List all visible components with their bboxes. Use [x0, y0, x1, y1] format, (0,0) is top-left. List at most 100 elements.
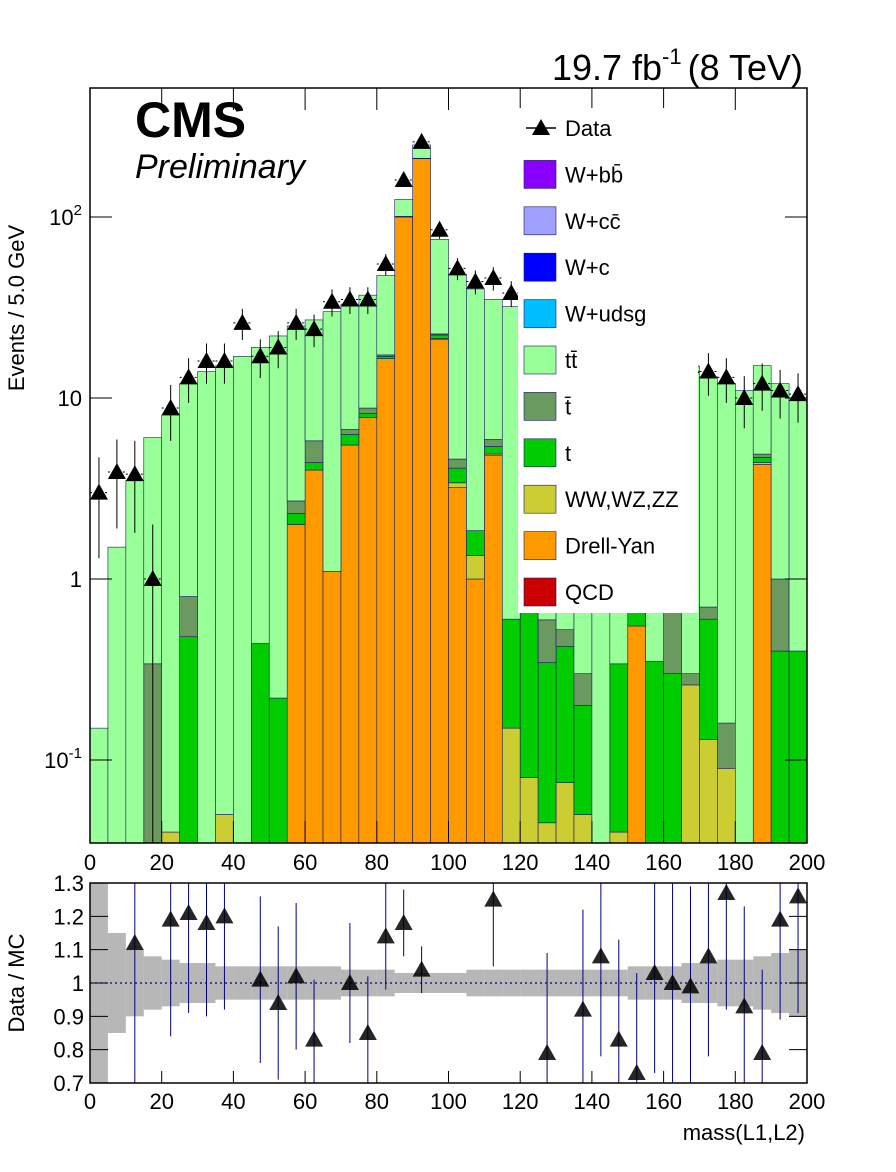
- data-point: [161, 399, 180, 416]
- histogram-bar: [215, 814, 234, 843]
- x-axis-label: mass(L1,L2): [683, 1120, 805, 1145]
- x-tick-label: 100: [430, 850, 467, 875]
- legend-label: Drell-Yan: [565, 534, 655, 559]
- histogram-bar: [286, 500, 306, 514]
- x-tick-label: 60: [293, 850, 317, 875]
- y-tick-label: 0.7: [53, 1071, 84, 1096]
- histogram-bar: [286, 524, 306, 843]
- data-point: [430, 220, 449, 237]
- ratio-point: [394, 914, 413, 930]
- histogram-bar: [770, 650, 790, 843]
- legend-label: Data: [565, 116, 612, 141]
- histogram-bar: [304, 440, 324, 463]
- x-tick-label: 60: [293, 1089, 317, 1114]
- data-point: [287, 313, 306, 330]
- histogram-bar: [466, 555, 485, 580]
- histogram-bar: [448, 467, 467, 484]
- data-point: [269, 338, 288, 355]
- ratio-point: [179, 904, 198, 920]
- histogram-bar: [340, 303, 360, 430]
- histogram-bar: [501, 727, 521, 843]
- histogram-bar: [537, 822, 557, 843]
- y-axis-label: Events / 5.0 GeV: [4, 225, 29, 392]
- ratio-point: [681, 977, 700, 994]
- x-tick-label: 200: [789, 850, 826, 875]
- histogram-bar: [412, 158, 431, 843]
- data-point: [215, 352, 234, 369]
- x-tick-label: 20: [149, 1089, 173, 1114]
- x-tick-label: 160: [645, 1089, 682, 1114]
- histogram-bar: [484, 446, 503, 455]
- histogram-bar: [376, 275, 396, 356]
- histogram-bar: [430, 238, 449, 335]
- ratio-point: [735, 997, 754, 1014]
- histogram-bar: [340, 434, 360, 446]
- x-tick-label: 120: [502, 850, 539, 875]
- ratio-point: [125, 934, 144, 950]
- histogram-bar: [466, 578, 485, 843]
- data-point: [90, 483, 108, 500]
- data-point: [125, 465, 144, 482]
- ratio-point: [358, 1024, 377, 1040]
- data-point: [179, 368, 198, 385]
- histogram-bar: [519, 777, 539, 843]
- histogram-bar: [681, 673, 700, 686]
- histogram-bar: [161, 414, 180, 833]
- data-point: [251, 347, 270, 364]
- y-tick-label: 0.8: [53, 1038, 84, 1063]
- y-tick-label: 10: [58, 386, 82, 411]
- histogram-bar: [770, 578, 790, 652]
- ratio-point: [269, 994, 288, 1010]
- histogram-bar: [752, 453, 772, 458]
- histogram-bar: [734, 390, 754, 843]
- histogram-bar: [788, 650, 807, 843]
- histogram-bar: [358, 407, 378, 414]
- x-tick-label: 200: [789, 1089, 826, 1114]
- histogram-bar: [699, 376, 718, 608]
- histogram-bar: [394, 216, 413, 843]
- legend-marker: [532, 119, 550, 135]
- ratio-point: [591, 947, 610, 964]
- histogram-bar: [555, 782, 575, 843]
- legend-swatch: [523, 252, 557, 282]
- histogram-bar: [501, 618, 521, 729]
- ratio-plot: [90, 883, 807, 1083]
- data-point: [448, 259, 467, 276]
- histogram-bar: [125, 480, 145, 843]
- legend-label: t: [565, 441, 571, 466]
- ratio-point: [789, 887, 807, 904]
- histogram-bar: [537, 662, 557, 824]
- histogram-bar: [286, 325, 306, 502]
- ratio-point: [287, 967, 306, 984]
- histogram-bar: [197, 371, 216, 843]
- uncertainty-band: [143, 956, 162, 1010]
- histogram-bar: [609, 831, 629, 843]
- histogram-bar: [376, 355, 396, 359]
- histogram-bar: [466, 530, 485, 556]
- legend-label: W+cc̄: [565, 209, 621, 234]
- histogram-bar: [322, 571, 342, 843]
- histogram-bar: [555, 645, 575, 783]
- histogram-bar: [251, 643, 270, 843]
- y-tick-base: 10: [44, 748, 68, 773]
- histogram-bar: [215, 365, 234, 815]
- histogram-bar: [663, 606, 682, 674]
- x-tick-label: 140: [574, 1089, 611, 1114]
- histogram-bar: [251, 347, 270, 644]
- legend-label: t̄: [565, 394, 571, 419]
- y-tick-exponent: -1: [69, 745, 82, 762]
- ratio-point: [717, 884, 736, 900]
- histogram-bar: [376, 358, 396, 843]
- x-tick-label: 180: [717, 1089, 754, 1114]
- ratio-point: [484, 890, 503, 907]
- x-tick-label: 0: [84, 850, 96, 875]
- histogram-bar: [430, 339, 449, 843]
- ratio-point: [376, 927, 395, 944]
- histogram-bar: [394, 199, 413, 217]
- histogram-bar: [573, 673, 593, 706]
- histogram-bar: [519, 609, 539, 778]
- y-tick-label: 1.3: [53, 871, 84, 896]
- histogram-bar: [788, 397, 807, 652]
- data-point: [466, 272, 485, 289]
- ratio-point: [412, 960, 431, 977]
